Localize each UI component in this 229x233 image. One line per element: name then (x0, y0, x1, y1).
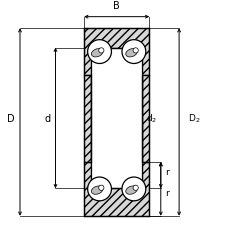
Text: B: B (113, 1, 120, 11)
Text: d: d (44, 113, 50, 123)
Text: D$_2$: D$_2$ (188, 112, 200, 125)
Text: r: r (165, 189, 168, 198)
Bar (84, 28, 149, 75)
Ellipse shape (125, 49, 137, 57)
Text: r: r (165, 168, 168, 177)
Text: d$_2$: d$_2$ (145, 112, 156, 125)
Circle shape (132, 48, 138, 53)
Bar (84, 162, 149, 216)
Circle shape (121, 177, 145, 201)
Ellipse shape (91, 49, 102, 57)
Circle shape (87, 40, 111, 63)
Ellipse shape (91, 186, 102, 194)
Bar (84, 75, 90, 162)
Circle shape (98, 185, 104, 190)
Bar (90, 48, 142, 75)
Circle shape (98, 48, 104, 53)
Circle shape (87, 177, 111, 201)
Circle shape (132, 185, 138, 190)
Text: D: D (8, 113, 15, 123)
Ellipse shape (125, 186, 137, 194)
Bar (90, 75, 142, 162)
Bar (90, 48, 142, 188)
Bar (90, 162, 142, 188)
Bar (142, 75, 149, 162)
Circle shape (121, 40, 145, 63)
